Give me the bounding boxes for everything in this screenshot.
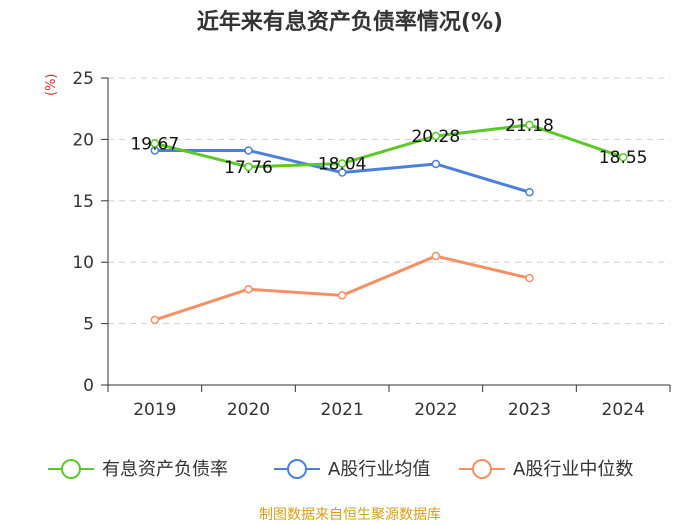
chart-title: 近年来有息资产负债率情况(%) [196,10,504,35]
y-tick-label: 15 [72,192,94,212]
data-point [431,251,441,261]
data-label: 21.18 [505,116,554,136]
data-point [244,146,253,155]
y-tick-label: 25 [72,69,94,89]
legend-entry: A股行业中位数 [513,459,633,480]
data-point [244,162,253,172]
data-point [337,291,347,300]
x-tick-label: 2022 [414,400,457,420]
x-tick-label: 2020 [227,400,270,420]
x-tick-label: 2019 [133,400,176,420]
data-label: 18.55 [599,148,648,168]
data-label: 19.67 [130,134,179,154]
x-tick-label: 2021 [321,400,364,420]
y-tick-label: 5 [83,315,94,335]
data-point [150,139,160,148]
data-point [525,120,534,130]
data-point [337,168,347,177]
data-point [525,187,534,197]
legend-swatch-marker [472,459,492,479]
legend-entry: A股行业均值 [328,459,430,480]
y-tick-label: 0 [83,376,94,396]
legend-entry: 有息资产负债率 [102,459,228,480]
y-tick-label: 20 [72,130,94,150]
data-point [244,284,253,294]
series-line [154,254,530,322]
legend-swatch-marker [61,459,81,479]
data-label: 20.28 [411,127,460,147]
footer-source: 制图数据来自恒生聚源数据库 [259,507,441,523]
data-label: 18.04 [318,154,367,174]
legend-swatch-marker [287,459,307,479]
data-point [525,273,534,283]
data-point [618,152,628,162]
data-point [431,159,441,169]
series-line [154,123,624,169]
data-label: 17.76 [224,158,273,178]
data-point [337,159,347,168]
x-tick-label: 2023 [508,400,551,420]
data-point [431,131,441,141]
y-tick-label: 10 [72,253,94,273]
data-point [150,315,160,325]
x-tick-label: 2024 [602,400,645,420]
